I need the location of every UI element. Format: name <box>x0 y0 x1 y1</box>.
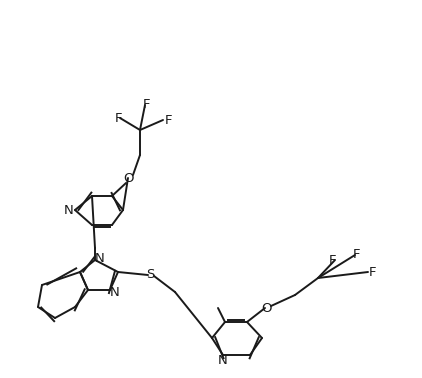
Text: N: N <box>110 285 120 299</box>
Text: N: N <box>218 355 228 367</box>
Text: F: F <box>114 112 122 124</box>
Text: F: F <box>369 265 377 279</box>
Text: N: N <box>64 203 74 217</box>
Text: F: F <box>164 113 172 127</box>
Text: O: O <box>262 302 272 314</box>
Text: N: N <box>95 251 105 265</box>
Text: O: O <box>123 172 133 184</box>
Text: F: F <box>353 248 361 262</box>
Text: S: S <box>146 268 154 282</box>
Text: F: F <box>143 99 151 112</box>
Text: F: F <box>329 254 337 266</box>
